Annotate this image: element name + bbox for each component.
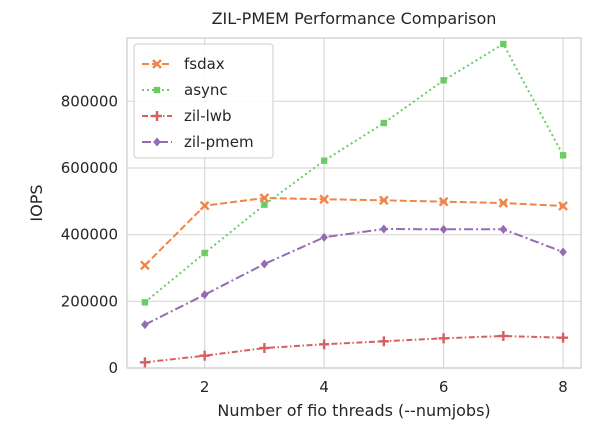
legend-label: zil-pmem bbox=[184, 133, 254, 151]
legend-marker bbox=[153, 137, 161, 147]
series-line bbox=[144, 42, 564, 304]
data-point bbox=[141, 320, 149, 330]
series-zil-lwb bbox=[139, 331, 569, 368]
y-tick-label: 600000 bbox=[61, 159, 118, 177]
data-point bbox=[559, 247, 567, 257]
data-point bbox=[259, 193, 270, 203]
data-point bbox=[200, 290, 209, 300]
plot-area bbox=[126, 37, 582, 369]
data-point bbox=[378, 336, 389, 347]
data-point bbox=[260, 259, 269, 269]
y-tick-label: 0 bbox=[108, 359, 118, 377]
x-axis-label: Number of fio threads (--numjobs) bbox=[217, 401, 490, 420]
data-point bbox=[199, 200, 210, 211]
x-tick-label: 6 bbox=[439, 378, 449, 396]
data-point bbox=[199, 350, 210, 361]
data-point bbox=[320, 157, 328, 164]
data-point bbox=[320, 232, 328, 242]
data-point bbox=[440, 77, 447, 84]
legend-label: async bbox=[184, 81, 228, 99]
x-ticks: 2 4 6 8 bbox=[200, 378, 568, 396]
data-point bbox=[438, 196, 449, 207]
data-point bbox=[259, 343, 270, 353]
legend-item: fsdax bbox=[142, 55, 225, 73]
series-group bbox=[139, 40, 569, 368]
y-axis-label: IOPS bbox=[27, 184, 46, 221]
data-point bbox=[380, 119, 388, 127]
legend-item: async bbox=[142, 81, 228, 99]
series-zil-pmem bbox=[141, 224, 567, 330]
data-point bbox=[498, 198, 509, 208]
data-point bbox=[558, 332, 569, 343]
series-async bbox=[141, 40, 567, 306]
x-tick-label: 8 bbox=[558, 378, 568, 396]
legend-label: fsdax bbox=[184, 55, 225, 73]
legend-item: zil-pmem bbox=[142, 133, 254, 151]
data-point bbox=[438, 333, 449, 344]
x-tick-label: 4 bbox=[319, 378, 329, 396]
y-tick-label: 400000 bbox=[61, 226, 118, 244]
data-point bbox=[319, 339, 330, 350]
y-tick-label: 800000 bbox=[61, 92, 118, 110]
legend-marker bbox=[152, 59, 162, 69]
series-line bbox=[144, 196, 564, 267]
data-point bbox=[439, 224, 448, 234]
series-line bbox=[144, 227, 564, 326]
legend: fsdax async zil-lwb zil-pmem bbox=[133, 43, 274, 159]
legend-item: zil-lwb bbox=[142, 107, 232, 125]
data-point bbox=[141, 299, 149, 306]
data-point bbox=[559, 152, 567, 159]
data-point bbox=[201, 249, 208, 257]
data-point bbox=[380, 224, 388, 234]
legend-marker bbox=[153, 86, 161, 94]
data-point bbox=[500, 40, 507, 48]
x-tick-label: 2 bbox=[200, 378, 210, 396]
legend-label: zil-lwb bbox=[184, 107, 232, 125]
data-point bbox=[261, 201, 268, 208]
legend-marker bbox=[152, 111, 162, 121]
data-point bbox=[140, 260, 150, 271]
series-line bbox=[144, 334, 564, 364]
data-point bbox=[379, 195, 389, 206]
y-tick-label: 200000 bbox=[61, 292, 118, 310]
legend-frame bbox=[133, 43, 274, 159]
y-ticks: 0 200000 400000 600000 800000 bbox=[61, 92, 118, 377]
data-point bbox=[499, 224, 508, 234]
chart-title: ZIL-PMEM Performance Comparison bbox=[212, 9, 497, 28]
data-point bbox=[498, 331, 509, 341]
data-point bbox=[319, 194, 329, 205]
data-point bbox=[139, 357, 150, 368]
data-point bbox=[558, 201, 568, 211]
series-fsdax bbox=[140, 193, 568, 271]
